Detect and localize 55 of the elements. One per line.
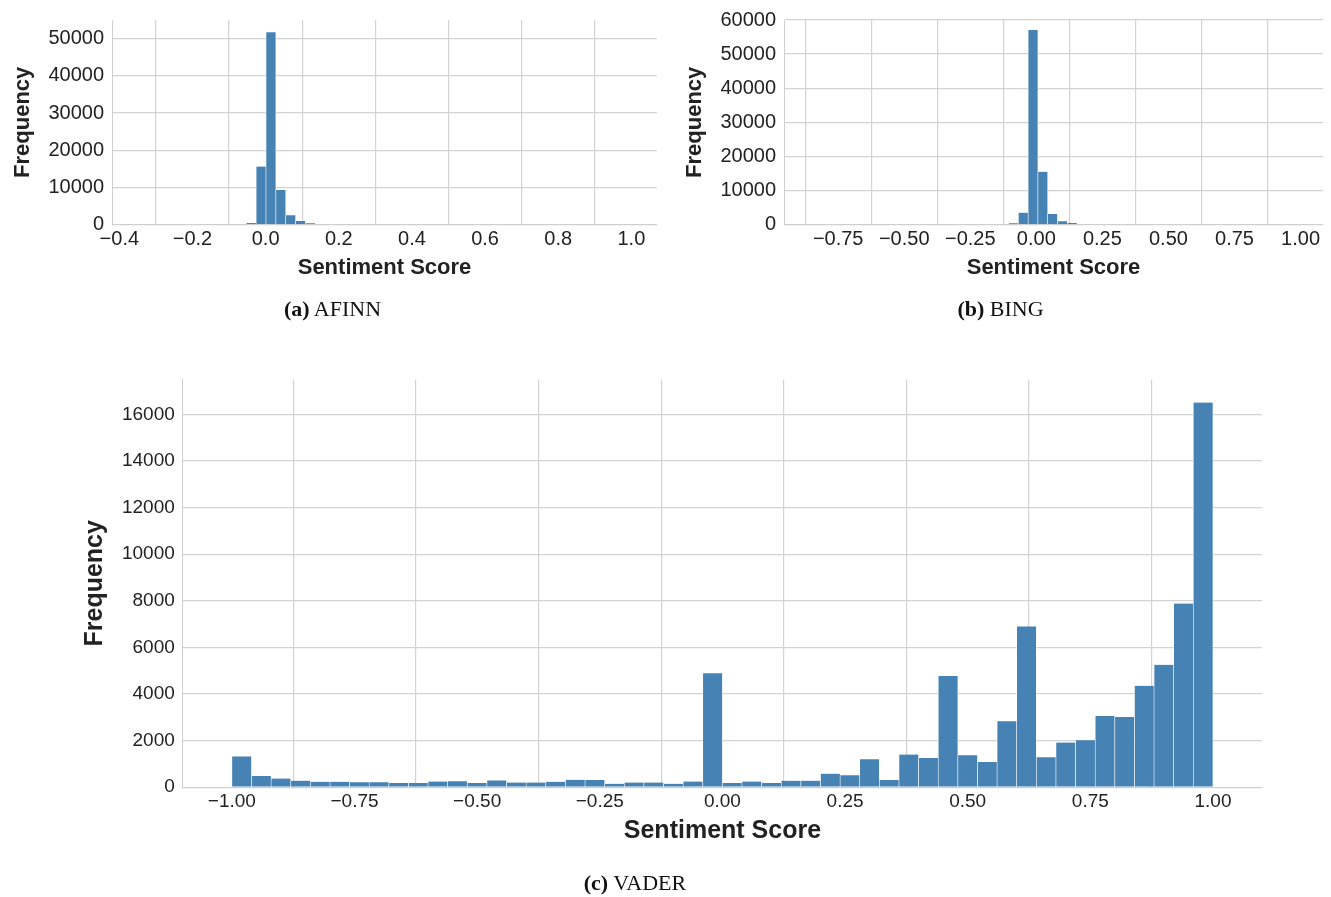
y-tick-label: 0 — [764, 212, 777, 235]
x-tick-label: 0.2 — [324, 227, 353, 250]
x-tick-label: 0.6 — [471, 227, 499, 250]
y-tick-label: 2000 — [132, 728, 175, 750]
y-tick-label: 8000 — [132, 589, 175, 611]
y-tick-label: 4000 — [132, 682, 175, 704]
y-tick-label: 30000 — [720, 109, 777, 132]
y-tick-label: 16000 — [121, 402, 175, 424]
y-tick-label: 10000 — [121, 542, 175, 564]
x-tick-label: −0.25 — [575, 789, 624, 811]
y-tick-label: 40000 — [48, 63, 105, 86]
x-tick-label: 0.50 — [1148, 227, 1188, 250]
y-tick-label: 60000 — [720, 7, 777, 30]
x-axis-title: Sentiment Score — [623, 814, 822, 843]
y-tick-label: 0 — [92, 212, 105, 235]
y-tick-label: 30000 — [48, 100, 105, 123]
x-tick-label: 1.00 — [1281, 227, 1321, 250]
x-tick-label: 0.8 — [544, 227, 573, 250]
y-tick-label: 20000 — [720, 143, 777, 166]
y-tick-label: 50000 — [720, 41, 777, 64]
y-tick-label: 20000 — [48, 137, 105, 160]
text: (a) AFINN — [282, 296, 383, 322]
y-axis-title: Frequency — [78, 519, 107, 647]
x-tick-label: 0.25 — [826, 789, 864, 811]
y-tick-label: 40000 — [720, 75, 777, 98]
x-tick-label: −0.50 — [878, 227, 930, 250]
x-tick-label: 0.0 — [251, 227, 280, 250]
y-tick-label: 10000 — [720, 178, 777, 201]
x-tick-label: −0.2 — [172, 227, 213, 250]
y-tick-label: 10000 — [48, 174, 105, 197]
x-tick-label: 1.00 — [1194, 789, 1232, 811]
y-tick-label: 0 — [164, 775, 175, 797]
x-tick-label: 0.50 — [949, 789, 987, 811]
x-tick-label: −0.75 — [812, 227, 864, 250]
x-axis-title: Sentiment Score — [966, 253, 1141, 279]
x-tick-label: 0.00 — [703, 789, 741, 811]
x-tick-label: −0.75 — [330, 789, 379, 811]
y-tick-label: 14000 — [121, 449, 175, 471]
y-tick-label: 50000 — [48, 26, 105, 49]
x-tick-label: 0.25 — [1082, 227, 1122, 250]
y-axis-title: Frequency — [681, 65, 707, 178]
x-tick-label: −0.50 — [453, 789, 502, 811]
y-tick-label: 6000 — [132, 635, 175, 657]
text: (c) VADER — [582, 870, 688, 896]
x-tick-label: −1.00 — [207, 789, 256, 811]
text: (b) BING — [956, 296, 1045, 322]
x-tick-label: 0.75 — [1071, 789, 1109, 811]
x-tick-label: 0.00 — [1016, 227, 1056, 250]
x-tick-label: −0.25 — [944, 227, 996, 250]
x-tick-label: 0.75 — [1215, 227, 1254, 250]
y-tick-label: 12000 — [121, 495, 175, 517]
y-axis-title: Frequency — [9, 65, 35, 178]
x-tick-label: 1.0 — [617, 227, 646, 250]
x-axis-title: Sentiment Score — [297, 253, 472, 279]
x-tick-label: 0.4 — [398, 227, 426, 250]
